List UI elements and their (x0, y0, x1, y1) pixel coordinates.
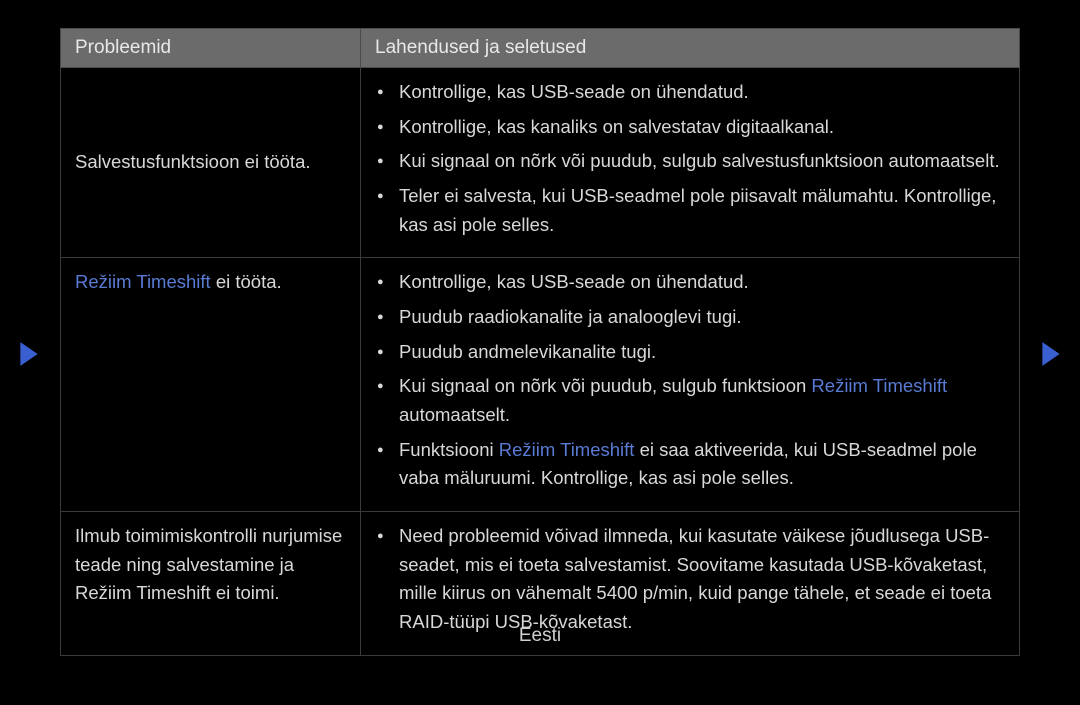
solution-text: Kui signaal on nõrk või puudub, sulgub f… (399, 375, 811, 396)
solution-text: Funktsiooni (399, 439, 499, 460)
prev-page-button[interactable] (18, 340, 40, 368)
solution-cell: Kontrollige, kas USB-seade on ühendatud.… (361, 258, 1020, 512)
triangle-left-icon (18, 340, 40, 368)
solution-item: Kontrollige, kas USB-seade on ühendatud. (375, 268, 1005, 297)
solution-text: automaatselt. (399, 404, 510, 425)
solution-list: Need probleemid võivad ilmneda, kui kasu… (375, 522, 1005, 637)
solution-list: Kontrollige, kas USB-seade on ühendatud.… (375, 268, 1005, 493)
table-row: Režiim Timeshift ei tööta. Kontrollige, … (61, 258, 1020, 512)
solution-item: Need probleemid võivad ilmneda, kui kasu… (375, 522, 1005, 637)
problem-text: ei tööta. (211, 271, 282, 292)
troubleshoot-page: Probleemid Lahendused ja seletused Salve… (60, 28, 1020, 656)
problem-text-highlight: Režiim Timeshift (75, 271, 211, 292)
problem-text: Salvestusfunktsioon ei tööta. (75, 151, 311, 172)
solution-item: Puudub andmelevikanalite tugi. (375, 338, 1005, 367)
solution-item: Funktsiooni Režiim Timeshift ei saa akti… (375, 436, 1005, 493)
solution-list: Kontrollige, kas USB-seade on ühendatud.… (375, 78, 1005, 239)
solution-item: Puudub raadiokanalite ja analooglevi tug… (375, 303, 1005, 332)
table-header-row: Probleemid Lahendused ja seletused (61, 29, 1020, 68)
solution-item: Kontrollige, kas kanaliks on salvestatav… (375, 113, 1005, 142)
solution-cell: Kontrollige, kas USB-seade on ühendatud.… (361, 68, 1020, 258)
solution-item: Kui signaal on nõrk või puudub, sulgub f… (375, 372, 1005, 429)
col-header-solution: Lahendused ja seletused (361, 29, 1020, 68)
solution-text-highlight: Režiim Timeshift (499, 439, 635, 460)
troubleshoot-table: Probleemid Lahendused ja seletused Salve… (60, 28, 1020, 656)
solution-text-highlight: Režiim Timeshift (811, 375, 947, 396)
problem-text: Ilmub toimimiskontrolli nurjumise teade … (75, 525, 342, 603)
next-page-button[interactable] (1040, 340, 1062, 368)
problem-cell: Salvestusfunktsioon ei tööta. (61, 68, 361, 258)
table-row: Salvestusfunktsioon ei tööta. Kontrollig… (61, 68, 1020, 258)
footer-language: Eesti (0, 625, 1080, 647)
triangle-right-icon (1040, 340, 1062, 368)
solution-item: Kontrollige, kas USB-seade on ühendatud. (375, 78, 1005, 107)
solution-item: Kui signaal on nõrk või puudub, sulgub s… (375, 147, 1005, 176)
solution-item: Teler ei salvesta, kui USB-seadmel pole … (375, 182, 1005, 239)
col-header-problem: Probleemid (61, 29, 361, 68)
problem-cell: Režiim Timeshift ei tööta. (61, 258, 361, 512)
